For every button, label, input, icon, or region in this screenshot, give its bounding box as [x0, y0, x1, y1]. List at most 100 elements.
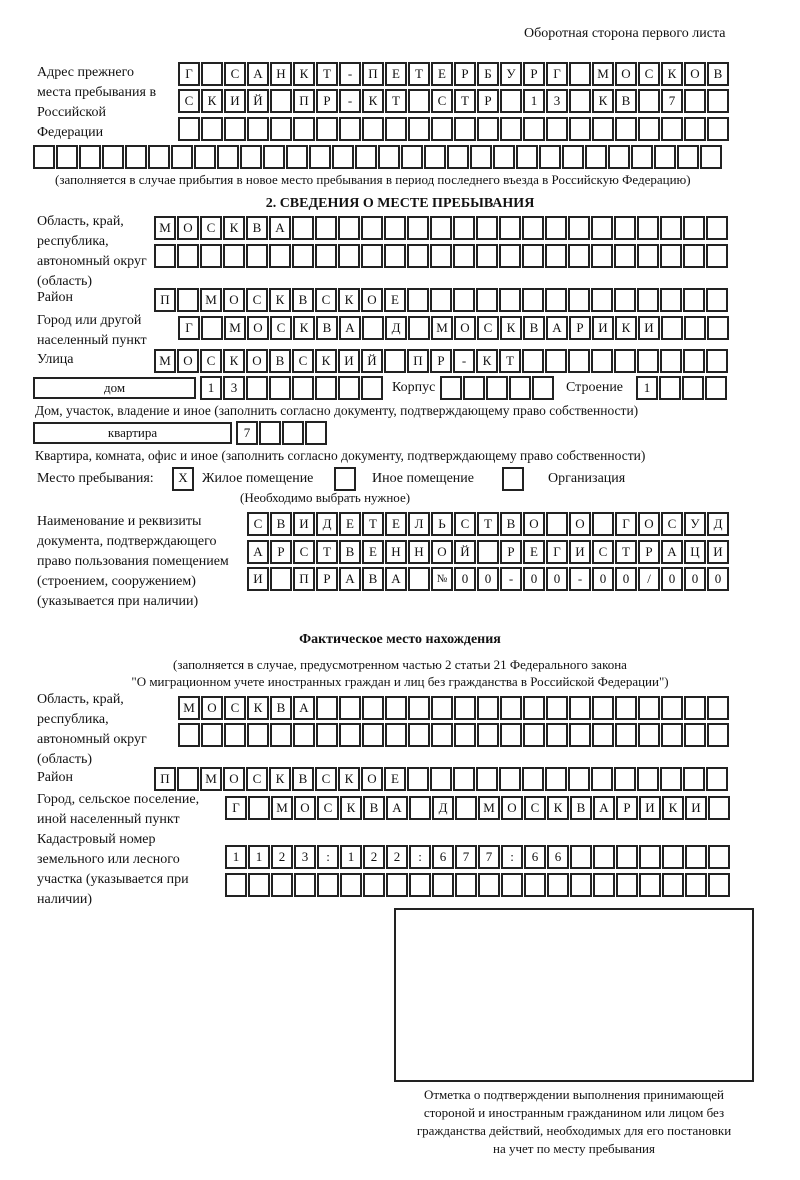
char-cell[interactable] [171, 145, 193, 169]
char-cell[interactable] [631, 145, 653, 169]
char-cell[interactable]: М [224, 316, 246, 340]
char-cell[interactable] [385, 696, 407, 720]
char-cell[interactable]: 2 [271, 845, 293, 869]
char-cell[interactable] [614, 767, 636, 791]
char-cell[interactable] [79, 145, 101, 169]
korpus-field[interactable] [440, 376, 555, 400]
char-cell[interactable] [407, 244, 429, 268]
char-cell[interactable] [706, 216, 728, 240]
char-cell[interactable] [660, 288, 682, 312]
char-cell[interactable] [662, 845, 684, 869]
char-cell[interactable]: О [223, 288, 245, 312]
char-cell[interactable] [706, 288, 728, 312]
char-cell[interactable]: Г [225, 796, 247, 820]
apartment-type-field[interactable]: квартира [33, 422, 232, 444]
char-cell[interactable]: Ц [684, 540, 706, 564]
char-cell[interactable] [361, 376, 383, 400]
char-cell[interactable]: О [523, 512, 545, 536]
char-cell[interactable] [684, 723, 706, 747]
char-cell[interactable] [447, 145, 469, 169]
char-cell[interactable] [247, 723, 269, 747]
char-cell[interactable] [585, 145, 607, 169]
char-cell[interactable]: 1 [248, 845, 270, 869]
char-cell[interactable]: 1 [636, 376, 658, 400]
char-cell[interactable] [177, 244, 199, 268]
checkbox-organization[interactable] [502, 467, 524, 491]
char-cell[interactable]: С [246, 767, 268, 791]
char-cell[interactable] [545, 288, 567, 312]
char-cell[interactable]: С [315, 767, 337, 791]
char-cell[interactable] [430, 767, 452, 791]
char-cell[interactable]: П [154, 288, 176, 312]
char-cell[interactable]: - [339, 89, 361, 113]
char-cell[interactable]: Р [616, 796, 638, 820]
char-cell[interactable] [638, 723, 660, 747]
char-cell[interactable] [316, 117, 338, 141]
char-cell[interactable]: : [317, 845, 339, 869]
char-cell[interactable]: У [500, 62, 522, 86]
char-cell[interactable] [271, 873, 293, 897]
char-cell[interactable] [384, 216, 406, 240]
char-cell[interactable]: 6 [524, 845, 546, 869]
char-cell[interactable]: 0 [454, 567, 476, 591]
char-cell[interactable]: М [154, 349, 176, 373]
char-cell[interactable] [286, 145, 308, 169]
char-cell[interactable] [177, 767, 199, 791]
char-cell[interactable]: С [292, 349, 314, 373]
char-cell[interactable] [523, 696, 545, 720]
char-cell[interactable] [706, 244, 728, 268]
char-cell[interactable] [401, 145, 423, 169]
char-cell[interactable] [362, 117, 384, 141]
char-cell[interactable]: К [500, 316, 522, 340]
char-cell[interactable] [361, 216, 383, 240]
char-cell[interactable]: Т [499, 349, 521, 373]
char-cell[interactable] [362, 696, 384, 720]
char-cell[interactable]: К [293, 316, 315, 340]
char-cell[interactable] [662, 873, 684, 897]
char-cell[interactable]: 1 [225, 845, 247, 869]
char-cell[interactable]: О [177, 216, 199, 240]
char-cell[interactable] [355, 145, 377, 169]
char-cell[interactable] [294, 873, 316, 897]
char-cell[interactable] [639, 873, 661, 897]
char-cell[interactable] [407, 288, 429, 312]
char-cell[interactable] [282, 421, 304, 445]
char-cell[interactable] [591, 288, 613, 312]
char-cell[interactable] [637, 767, 659, 791]
char-cell[interactable] [615, 696, 637, 720]
char-cell[interactable] [500, 696, 522, 720]
char-cell[interactable]: А [247, 540, 269, 564]
char-cell[interactable]: К [223, 349, 245, 373]
char-cell[interactable] [409, 873, 431, 897]
char-cell[interactable] [546, 117, 568, 141]
char-cell[interactable] [638, 696, 660, 720]
char-cell[interactable]: 3 [223, 376, 245, 400]
char-cell[interactable] [386, 873, 408, 897]
char-cell[interactable] [546, 512, 568, 536]
char-cell[interactable] [608, 145, 630, 169]
char-cell[interactable]: В [500, 512, 522, 536]
char-cell[interactable]: О [246, 349, 268, 373]
char-cell[interactable] [453, 216, 475, 240]
char-cell[interactable]: К [547, 796, 569, 820]
char-cell[interactable] [637, 216, 659, 240]
char-cell[interactable]: С [592, 540, 614, 564]
char-cell[interactable] [570, 873, 592, 897]
char-cell[interactable]: 2 [386, 845, 408, 869]
char-cell[interactable]: С [315, 288, 337, 312]
char-cell[interactable]: М [431, 316, 453, 340]
char-cell[interactable] [591, 767, 613, 791]
char-cell[interactable]: 0 [477, 567, 499, 591]
char-cell[interactable] [178, 723, 200, 747]
char-cell[interactable]: 7 [236, 421, 258, 445]
char-cell[interactable]: К [269, 767, 291, 791]
char-cell[interactable] [315, 244, 337, 268]
char-cell[interactable] [707, 316, 729, 340]
char-cell[interactable] [470, 145, 492, 169]
char-cell[interactable]: В [316, 316, 338, 340]
